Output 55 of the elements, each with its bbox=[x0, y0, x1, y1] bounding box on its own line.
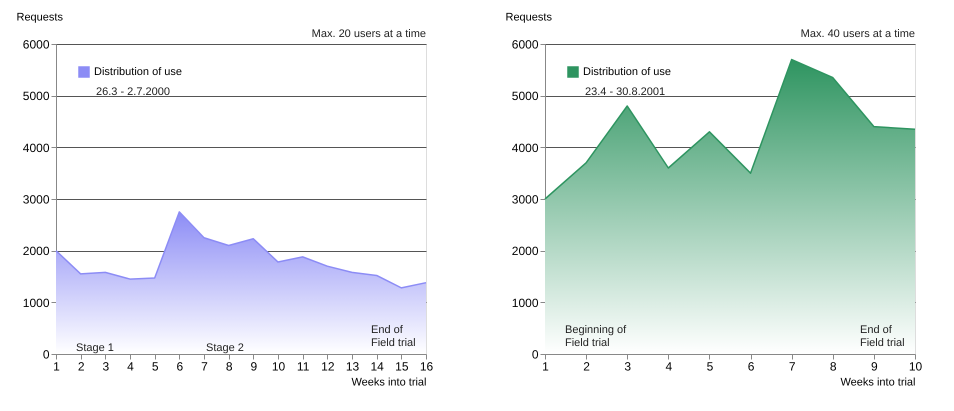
text: Max. 20 users at a time bbox=[312, 28, 426, 40]
y-tick-label: 0 bbox=[42, 348, 50, 362]
x-tick-label: 15 bbox=[395, 360, 409, 374]
y-tick-label: 4000 bbox=[512, 140, 539, 155]
x-tick-label: 6 bbox=[176, 360, 184, 374]
y-axis-title: Requests bbox=[16, 12, 64, 24]
x-tick-label: 4 bbox=[127, 360, 134, 374]
x-tick-label: 5 bbox=[706, 360, 714, 374]
annotation: Stage 2 bbox=[206, 342, 244, 354]
y-axis-title: Requests bbox=[506, 12, 552, 24]
y-tick-label: 2000 bbox=[512, 244, 539, 258]
y-tick-label: 1000 bbox=[512, 296, 539, 310]
x-tick-label: 16 bbox=[420, 360, 434, 374]
annotation: Beginning of Field trial bbox=[565, 324, 628, 349]
y-tick-label: 3000 bbox=[512, 192, 539, 206]
y-tick-label: 2000 bbox=[22, 244, 50, 258]
x-tick-label: 8 bbox=[830, 360, 837, 374]
x-tick-label: 10 bbox=[272, 360, 286, 374]
y-tick-label: 5000 bbox=[512, 89, 539, 104]
annotation: Stage 1 bbox=[76, 342, 114, 354]
x-tick-label: 7 bbox=[788, 360, 796, 374]
x-tick-label: 6 bbox=[748, 360, 755, 374]
x-tick-label: 3 bbox=[102, 360, 110, 374]
y-tick-label: 1000 bbox=[22, 296, 50, 310]
x-tick-label: 1 bbox=[53, 360, 60, 374]
x-tick-label: 3 bbox=[624, 360, 632, 374]
x-tick-label: 5 bbox=[152, 360, 159, 374]
x-tick-label: 9 bbox=[250, 360, 258, 374]
x-axis-title: Weeks into trial bbox=[352, 376, 426, 388]
y-tick-label: 0 bbox=[532, 348, 539, 362]
y-tick-label: 6000 bbox=[512, 38, 539, 52]
annotation: End of Field trial bbox=[371, 324, 416, 349]
x-tick-label: 12 bbox=[321, 360, 335, 374]
x-tick-label: 4 bbox=[665, 360, 672, 374]
legend-label: Distribution of use bbox=[94, 66, 182, 78]
legend-label: Distribution of use bbox=[583, 66, 672, 78]
y-tick-label: 4000 bbox=[22, 140, 50, 155]
x-tick-label: 14 bbox=[370, 360, 384, 374]
y-tick-label: 3000 bbox=[22, 192, 50, 206]
x-tick-label: 10 bbox=[908, 360, 922, 374]
x-axis-title: Weeks into trial bbox=[840, 376, 916, 388]
x-tick-label: 7 bbox=[201, 360, 208, 374]
x-tick-label: 11 bbox=[296, 360, 310, 374]
text: Max. 40 users at a time bbox=[800, 28, 915, 40]
y-tick-label: 5000 bbox=[22, 89, 50, 104]
annotation: End of Field trial bbox=[860, 324, 905, 349]
annotation: 26.3 - 2.7.2000 bbox=[96, 86, 170, 98]
x-tick-label: 13 bbox=[346, 360, 360, 374]
x-tick-label: 2 bbox=[78, 360, 85, 374]
annotation: 23.4 - 30.8.2001 bbox=[585, 86, 666, 98]
y-tick-label: 6000 bbox=[22, 38, 50, 52]
x-tick-label: 2 bbox=[583, 360, 590, 374]
x-tick-label: 8 bbox=[226, 360, 233, 374]
x-tick-label: 9 bbox=[871, 360, 878, 374]
x-tick-label: 1 bbox=[542, 360, 550, 374]
